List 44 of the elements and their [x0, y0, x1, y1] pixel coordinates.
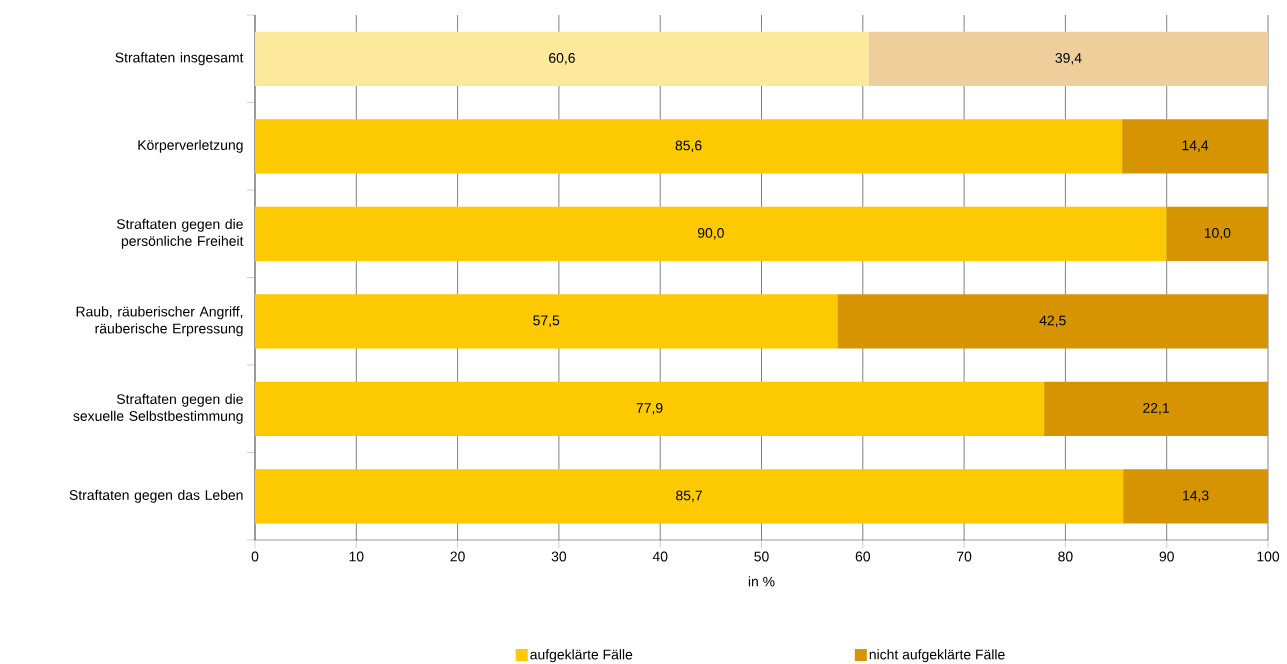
x-axis-title: in % — [748, 576, 775, 587]
x-tick-label: 20 — [450, 551, 465, 562]
x-tick-label: 50 — [754, 551, 769, 562]
bar — [1122, 119, 1268, 174]
data-label: 14,4 — [1182, 140, 1209, 152]
x-tick-label: 90 — [1159, 551, 1174, 562]
y-tick-label: Körperverletzung — [138, 139, 243, 153]
y-tick-label: Straftaten insgesamt — [115, 52, 244, 66]
legend-label: aufgeklärte Fälle — [530, 649, 633, 663]
x-tick-label: 70 — [957, 551, 972, 562]
data-label: 77,9 — [636, 402, 663, 415]
data-label: 22,1 — [1143, 402, 1169, 415]
legend-label: nicht aufgeklärte Fälle — [869, 649, 1005, 663]
bar — [255, 119, 1123, 174]
data-label: 57,5 — [533, 315, 560, 327]
data-label: 10,0 — [1204, 227, 1231, 240]
x-tick-label: 80 — [1058, 551, 1073, 562]
bar — [868, 31, 1268, 86]
data-label: 90,0 — [697, 227, 724, 240]
bar — [837, 294, 1268, 349]
data-label: 42,5 — [1039, 315, 1066, 328]
x-tick-label: 0 — [251, 551, 259, 562]
data-label: 60,6 — [549, 52, 575, 65]
bar — [1044, 381, 1268, 436]
bar — [255, 381, 1045, 436]
y-tick-label: Raub, räuberischer Angriff, räuberische Erpressung — [76, 306, 243, 337]
bar — [1123, 469, 1268, 524]
bar — [255, 469, 1124, 524]
x-tick-label: 40 — [652, 551, 668, 562]
x-tick-label: 10 — [349, 551, 364, 562]
x-tick-label: 100 — [1257, 551, 1280, 562]
x-tick-label: 30 — [551, 551, 567, 562]
y-tick-label: Straftaten gegen die persönliche Freiheit — [116, 218, 244, 249]
bar — [255, 294, 838, 349]
y-tick-label: Straftaten gegen die sexuelle Selbstbestimmung — [73, 393, 243, 424]
data-label: 39,4 — [1055, 52, 1082, 65]
bar — [255, 31, 869, 86]
y-tick-label: Straftaten gegen das Leben — [69, 489, 243, 503]
data-label: 85,6 — [675, 140, 702, 153]
x-tick-label: 60 — [855, 551, 871, 562]
bar — [255, 206, 1167, 261]
bar — [1166, 206, 1268, 261]
data-label: 85,7 — [676, 490, 702, 503]
data-label: 14,3 — [1183, 490, 1209, 503]
